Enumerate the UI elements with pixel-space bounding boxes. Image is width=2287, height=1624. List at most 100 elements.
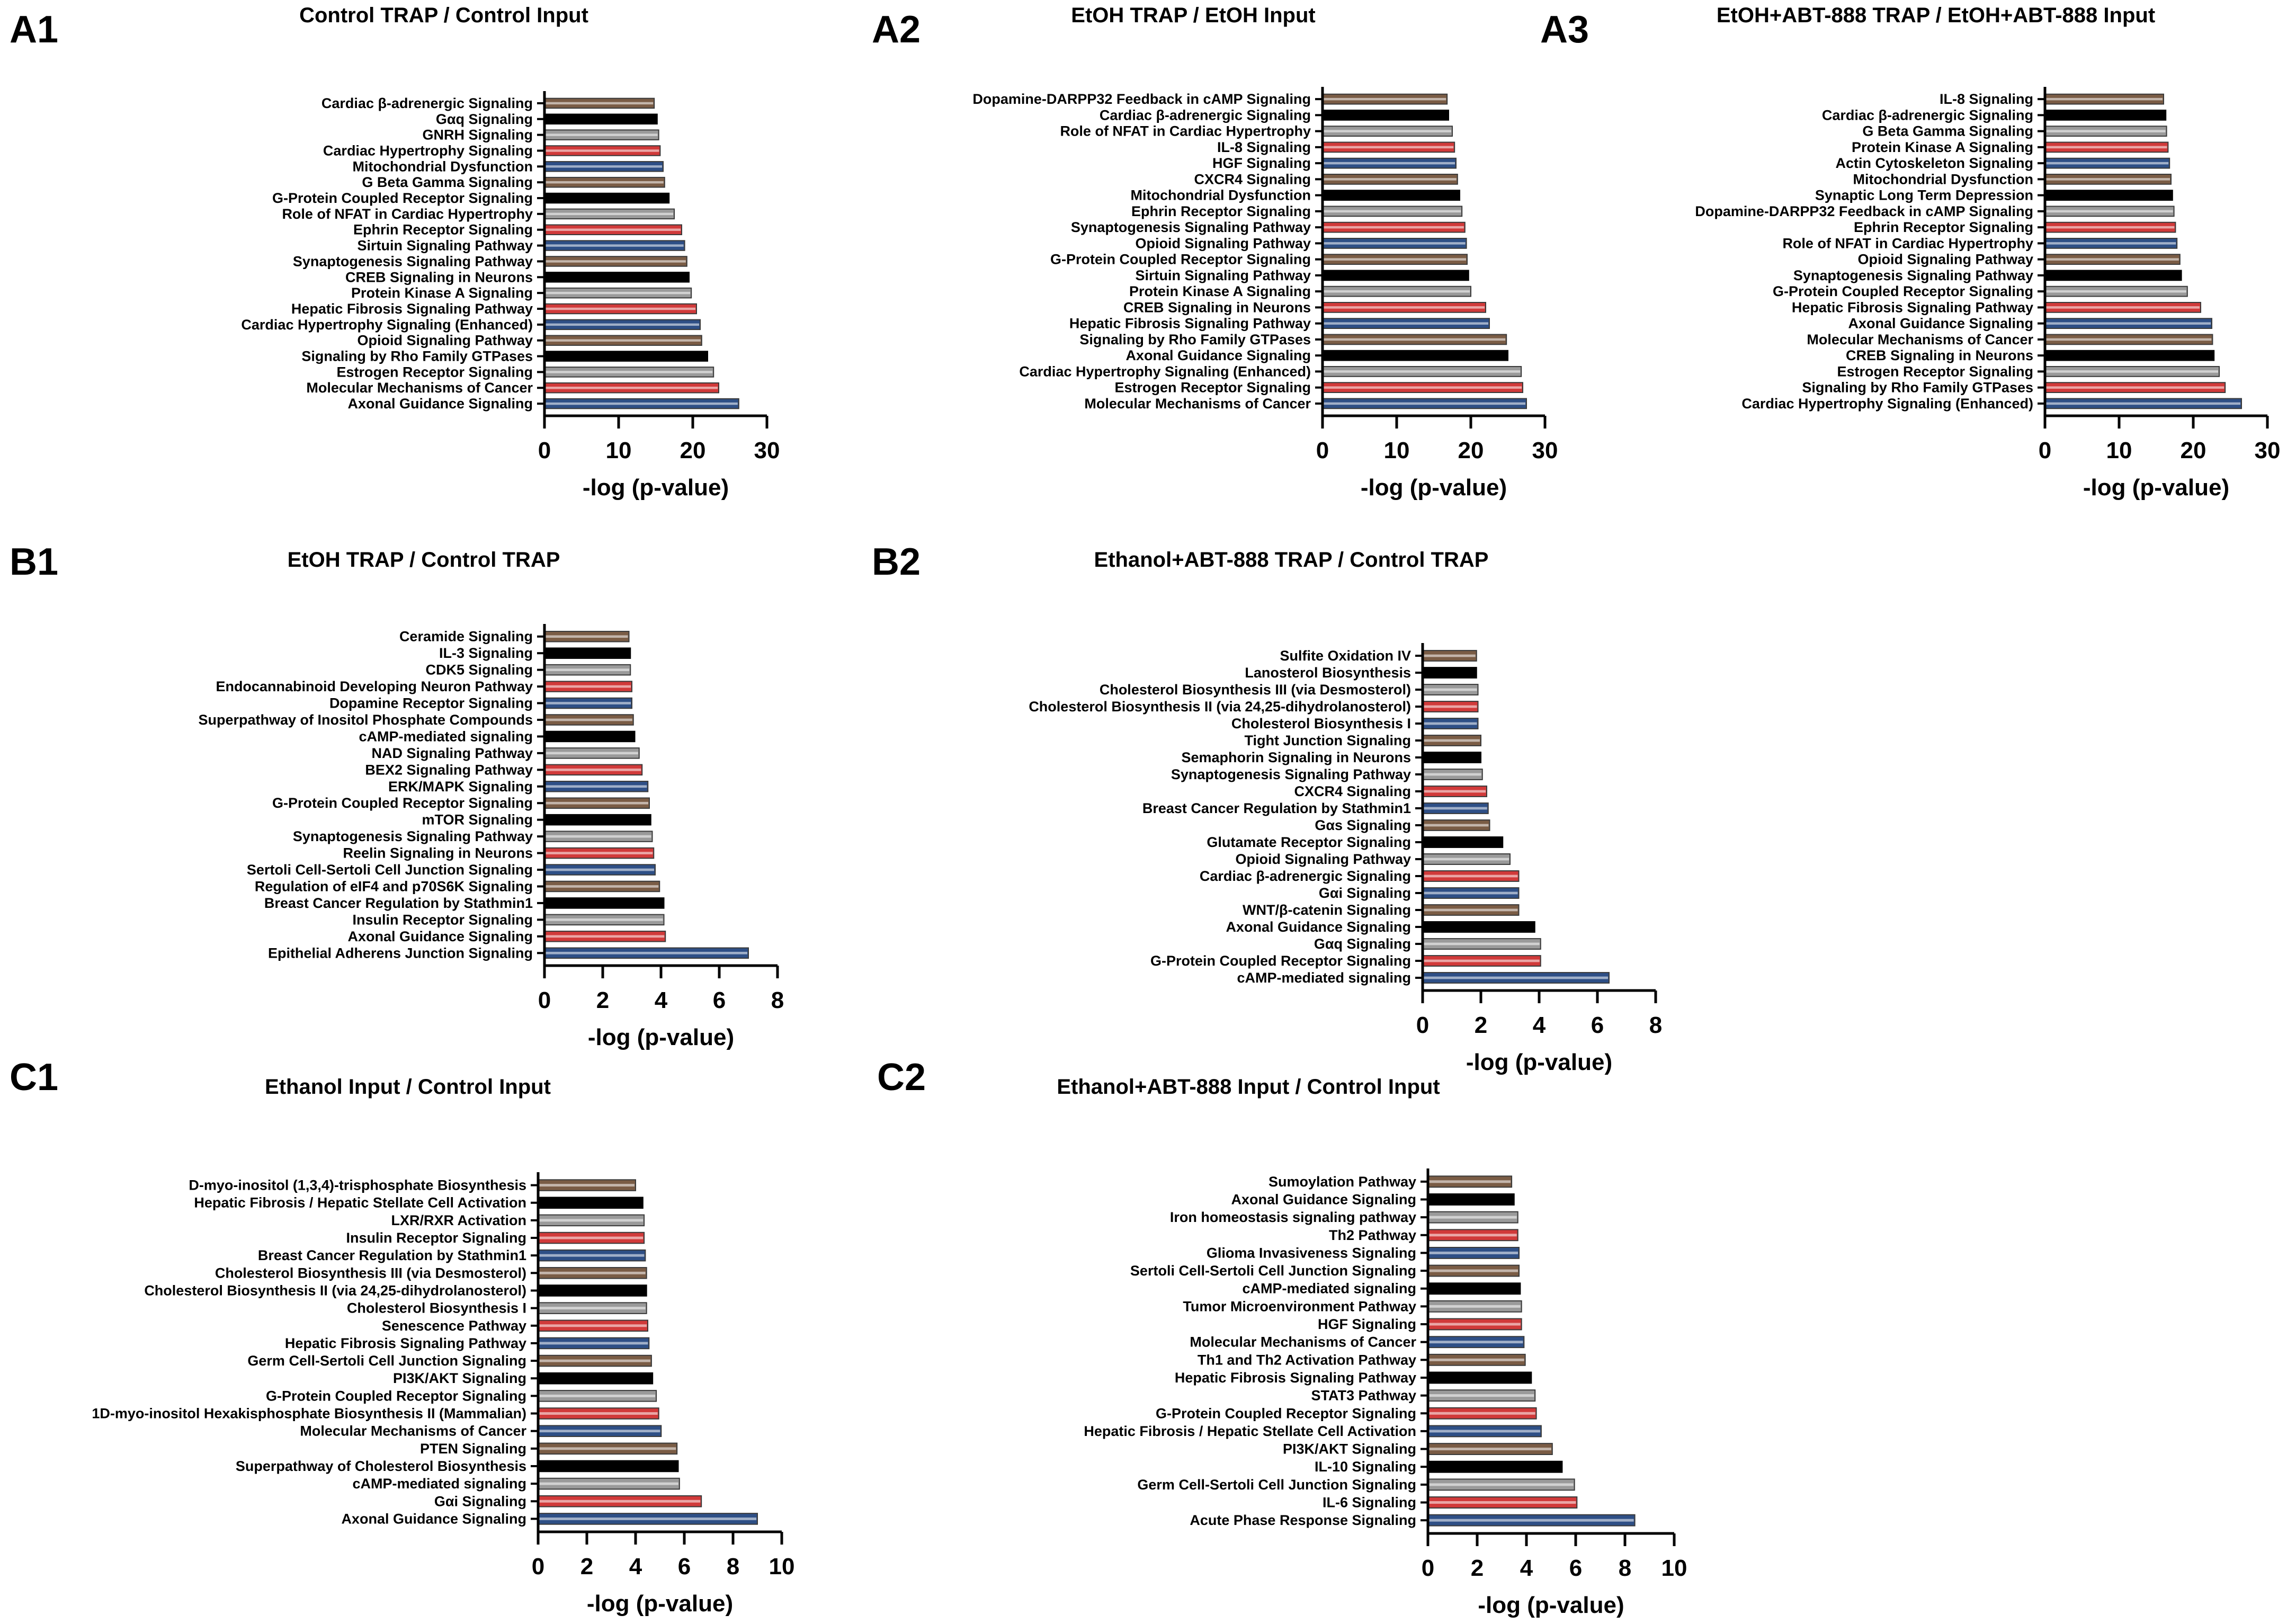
category-label: Reelin Signaling in Neurons	[343, 845, 533, 861]
chart-c2: C2 Ethanol+ABT-888 Input / Control Input S…	[877, 1056, 1687, 1618]
bar-highlight	[1424, 824, 1489, 827]
panel-letter: C2	[877, 1056, 926, 1099]
category-label: IL-8 Signaling	[1940, 91, 2033, 107]
bar-highlight	[2046, 386, 2225, 389]
category-label: BEX2 Signaling Pathway	[365, 762, 533, 778]
bar-highlight	[1324, 130, 1451, 132]
bar-highlight	[1424, 654, 1476, 657]
bar-highlight	[546, 291, 691, 295]
category-label: Molecular Mechanisms of Cancer	[306, 380, 533, 396]
x-tick-label: 8	[727, 1554, 739, 1580]
bar-highlight	[546, 918, 663, 921]
chart-b2: B2 Ethanol+ABT-888 TRAP / Control TRAP Sul…	[872, 541, 1662, 1075]
bar-highlight	[1324, 226, 1464, 229]
bar-highlight	[1429, 1358, 1524, 1361]
category-label: Mitochondrial Dysfunction	[1131, 188, 1311, 203]
bar-highlight	[546, 323, 699, 326]
category-label: G-Protein Coupled Receptor Signaling	[1156, 1405, 1416, 1421]
category-label: Hepatic Fibrosis Signaling Pathway	[1069, 316, 1311, 332]
category-label: Molecular Mechanisms of Cancer	[1807, 332, 2033, 347]
x-axis-title: -log (p-value)	[1478, 1592, 1624, 1618]
category-label: Endocannabinoid Developing Neuron Pathwa…	[216, 679, 533, 694]
bar-highlight	[539, 1219, 644, 1222]
panel-letter: A3	[1540, 8, 1589, 51]
bar-highlight	[546, 635, 628, 638]
category-label: IL-3 Signaling	[439, 645, 533, 661]
bar-highlight	[546, 371, 713, 373]
category-label: Molecular Mechanisms of Cancer	[300, 1423, 526, 1439]
category-label: Signaling by Rho Family GTPases	[1802, 380, 2033, 396]
x-tick-label: 10	[2106, 438, 2132, 463]
category-label: Axonal Guidance Signaling	[1848, 316, 2033, 332]
bar	[2044, 190, 2173, 201]
bar	[1422, 921, 1535, 933]
bar	[1422, 667, 1477, 679]
category-label: Molecular Mechanisms of Cancer	[1190, 1334, 1416, 1350]
x-axis-title: -log (p-value)	[1466, 1049, 1612, 1075]
category-label: Epithelial Adherens Junction Signaling	[268, 945, 533, 961]
category-label: IL-10 Signaling	[1315, 1459, 1416, 1475]
x-tick-label: 20	[1458, 438, 1484, 463]
bar-highlight	[1429, 1412, 1535, 1415]
bar-highlight	[1429, 1519, 1634, 1522]
category-label: cAMP-mediated signaling	[1242, 1281, 1416, 1297]
bar-highlight	[539, 1271, 646, 1274]
bar-highlight	[539, 1307, 646, 1310]
category-label: Iron homeostasis signaling pathway	[1170, 1209, 1416, 1225]
category-label: Hepatic Fibrosis Signaling Pathway	[291, 301, 533, 317]
category-label: Breast Cancer Regulation by Stathmin1	[264, 895, 533, 911]
category-label: HGF Signaling	[1318, 1316, 1416, 1332]
category-label: Synaptogenesis Signaling Pathway	[1793, 267, 2033, 283]
x-tick-label: 8	[1619, 1555, 1631, 1581]
category-label: Cardiac Hypertrophy Signaling (Enhanced)	[241, 317, 533, 333]
chart-title: EtOH TRAP / Control TRAP	[288, 548, 560, 572]
chart-b1: B1 EtOH TRAP / Control TRAP Ceramide Signa…	[10, 541, 784, 1050]
bar	[544, 351, 708, 362]
category-label: Th1 and Th2 Activation Pathway	[1198, 1352, 1416, 1368]
bar-highlight	[546, 387, 718, 389]
category-label: Estrogen Receptor Signaling	[336, 364, 533, 380]
x-tick-label: 0	[2039, 438, 2051, 463]
category-label: G-Protein Coupled Receptor Signaling	[1773, 283, 2033, 299]
chart-title: Control TRAP / Control Input	[299, 4, 588, 27]
category-label: Sumoylation Pathway	[1268, 1174, 1416, 1190]
bar	[1427, 1371, 1532, 1384]
category-label: STAT3 Pathway	[1311, 1388, 1416, 1404]
bar-highlight	[1429, 1483, 1574, 1486]
bar-highlight	[2046, 306, 2200, 309]
category-label: LXR/RXR Activation	[391, 1212, 526, 1228]
category-label: Hepatic Fibrosis Signaling Pathway	[285, 1335, 526, 1351]
category-label: Synaptogenesis Signaling Pathway	[293, 828, 533, 844]
bar-highlight	[1429, 1323, 1521, 1326]
category-label: G Beta Gamma Signaling	[1862, 123, 2033, 139]
bar-highlight	[546, 307, 695, 310]
x-tick-label: 30	[1532, 438, 1558, 463]
bar-highlight	[546, 133, 658, 136]
category-label: CDK5 Signaling	[425, 662, 533, 678]
category-label: GNRH Signaling	[423, 127, 533, 143]
category-label: Protein Kinase A Signaling	[351, 285, 533, 301]
category-label: Actin Cytoskeleton Signaling	[1835, 155, 2033, 171]
bar-highlight	[1424, 739, 1480, 742]
category-label: Sertoli Cell-Sertoli Cell Junction Signa…	[247, 862, 533, 878]
category-label: IL-6 Signaling	[1323, 1495, 1416, 1511]
bar	[2044, 350, 2215, 361]
category-label: Gαi Signaling	[1319, 885, 1411, 901]
category-label: CREB Signaling in Neurons	[345, 269, 533, 285]
x-tick-label: 8	[1649, 1012, 1662, 1038]
bar-highlight	[546, 835, 651, 838]
category-label: Cardiac β-adrenergic Signaling	[1822, 107, 2033, 123]
category-label: Molecular Mechanisms of Cancer	[1084, 396, 1311, 412]
bar-highlight	[1424, 942, 1540, 945]
x-tick-label: 2	[1471, 1555, 1484, 1581]
category-label: G Beta Gamma Signaling	[362, 174, 533, 190]
bar	[544, 113, 658, 125]
bar-highlight	[546, 852, 653, 854]
category-label: Role of NFAT in Cardiac Hypertrophy	[1060, 123, 1311, 139]
category-label: G-Protein Coupled Receptor Signaling	[272, 795, 533, 811]
x-tick-label: 10	[1384, 438, 1410, 463]
category-label: Cholesterol Biosynthesis II (via 24,25-d…	[1029, 699, 1411, 715]
bar-highlight	[1424, 976, 1608, 979]
bar-highlight	[546, 260, 686, 263]
bar-highlight	[546, 752, 638, 755]
